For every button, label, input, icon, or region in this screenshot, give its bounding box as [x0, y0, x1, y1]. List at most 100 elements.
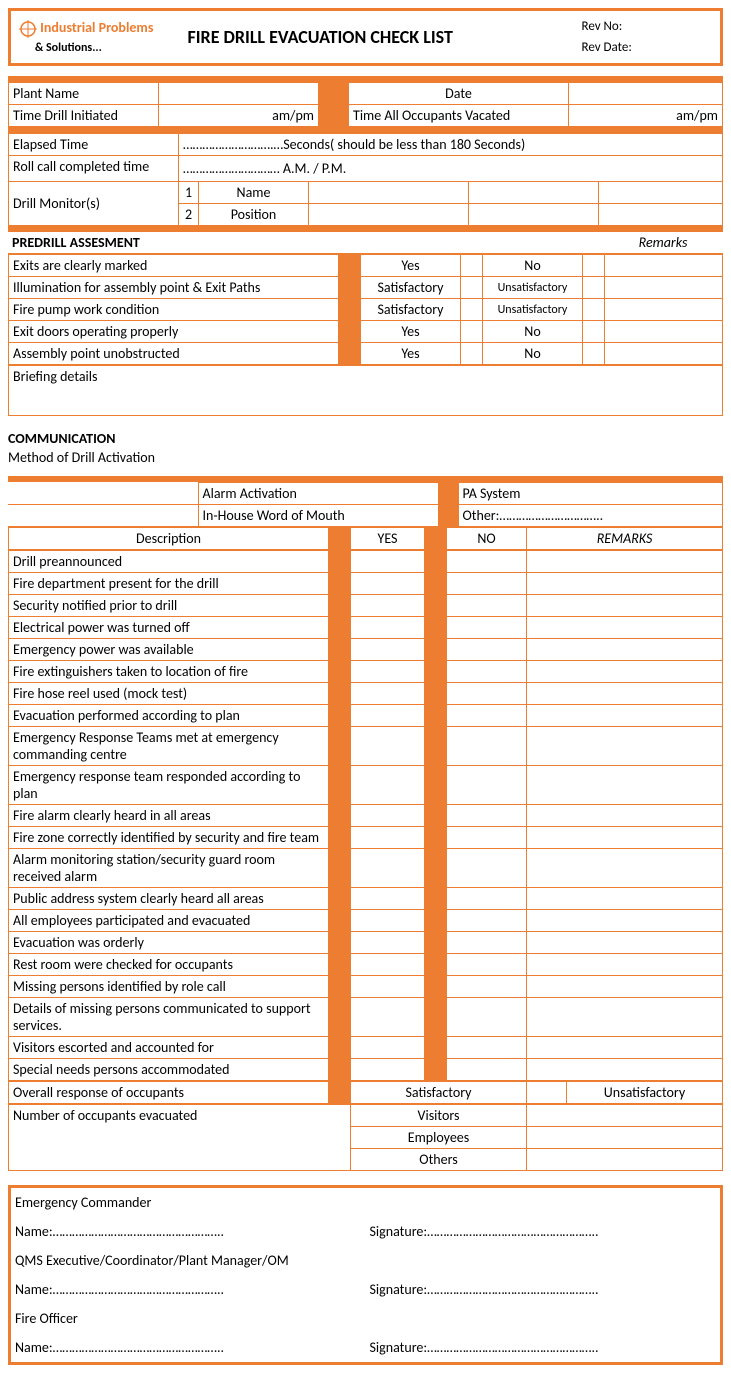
rollcall-label: Roll call completed time — [9, 156, 179, 182]
comm-no-cell[interactable] — [447, 998, 527, 1037]
comm-remarks-cell[interactable] — [527, 617, 723, 639]
predrill-opt1: Yes — [361, 255, 461, 277]
comm-yes-cell[interactable] — [351, 727, 425, 766]
comm-yes-cell[interactable] — [351, 1059, 425, 1081]
comm-remarks-cell[interactable] — [527, 661, 723, 683]
predrill-check-1[interactable] — [461, 255, 483, 277]
comm-yes-cell[interactable] — [351, 888, 425, 910]
evac-count-cell[interactable] — [527, 1149, 723, 1171]
comm-yes-cell[interactable] — [351, 617, 425, 639]
comm-remarks-cell[interactable] — [527, 766, 723, 805]
comm-yes-cell[interactable] — [351, 827, 425, 849]
predrill-check-2[interactable] — [583, 277, 605, 299]
comm-no-cell[interactable] — [447, 1037, 527, 1059]
comm-remarks-cell[interactable] — [527, 705, 723, 727]
comm-remarks-cell[interactable] — [527, 1037, 723, 1059]
signature-box: Emergency Commander Name:………………………………………… — [8, 1185, 723, 1365]
signature-line-3[interactable]: Signature:…………………………………………….. — [366, 1333, 722, 1364]
predrill-remarks[interactable] — [605, 321, 723, 343]
evac-count-cell[interactable] — [527, 1127, 723, 1149]
comm-yes-cell[interactable] — [351, 998, 425, 1037]
comm-yes-cell[interactable] — [351, 705, 425, 727]
predrill-remarks[interactable] — [605, 299, 723, 321]
comm-yes-cell[interactable] — [351, 1037, 425, 1059]
predrill-check-1[interactable] — [461, 277, 483, 299]
comm-yes-cell[interactable] — [351, 551, 425, 573]
monitor-cell-1c[interactable] — [599, 182, 723, 204]
comm-yes-cell[interactable] — [351, 661, 425, 683]
comm-no-cell[interactable] — [447, 661, 527, 683]
plant-name-field[interactable] — [159, 83, 319, 105]
comm-remarks-cell[interactable] — [527, 639, 723, 661]
signature-line-1[interactable]: Signature:…………………………………………….. — [366, 1217, 722, 1246]
date-field[interactable] — [569, 83, 723, 105]
name-line-1[interactable]: Name:…………………………………………….. — [10, 1217, 366, 1246]
predrill-check-2[interactable] — [583, 321, 605, 343]
predrill-check-1[interactable] — [461, 321, 483, 343]
comm-remarks-cell[interactable] — [527, 849, 723, 888]
comm-remarks-cell[interactable] — [527, 573, 723, 595]
comm-no-cell[interactable] — [447, 910, 527, 932]
comm-yes-cell[interactable] — [351, 849, 425, 888]
monitor-pos-1[interactable] — [309, 204, 469, 226]
comm-no-cell[interactable] — [447, 727, 527, 766]
comm-no-cell[interactable] — [447, 1059, 527, 1081]
comm-remarks-cell[interactable] — [527, 827, 723, 849]
comm-no-cell[interactable] — [447, 639, 527, 661]
comm-no-cell[interactable] — [447, 976, 527, 998]
predrill-check-1[interactable] — [461, 299, 483, 321]
comm-no-cell[interactable] — [447, 849, 527, 888]
comm-remarks-cell[interactable] — [527, 805, 723, 827]
comm-yes-cell[interactable] — [351, 954, 425, 976]
comm-no-cell[interactable] — [447, 805, 527, 827]
monitor-cell-1b[interactable] — [469, 182, 599, 204]
comm-no-cell[interactable] — [447, 617, 527, 639]
comm-yes-cell[interactable] — [351, 683, 425, 705]
comm-remarks-cell[interactable] — [527, 683, 723, 705]
comm-no-cell[interactable] — [447, 595, 527, 617]
comm-remarks-cell[interactable] — [527, 998, 723, 1037]
comm-yes-cell[interactable] — [351, 766, 425, 805]
predrill-check-2[interactable] — [583, 343, 605, 365]
comm-yes-cell[interactable] — [351, 910, 425, 932]
comm-no-cell[interactable] — [447, 954, 527, 976]
comm-no-cell[interactable] — [447, 683, 527, 705]
predrill-remarks[interactable] — [605, 255, 723, 277]
comm-remarks-cell[interactable] — [527, 727, 723, 766]
signature-line-2[interactable]: Signature:…………………………………………….. — [366, 1275, 722, 1304]
comm-yes-cell[interactable] — [351, 573, 425, 595]
comm-row-label: Evacuation performed according to plan — [9, 705, 329, 727]
comm-no-cell[interactable] — [447, 766, 527, 805]
monitor-cell-2b[interactable] — [469, 204, 599, 226]
predrill-remarks[interactable] — [605, 343, 723, 365]
evac-count-cell[interactable] — [527, 1105, 723, 1127]
comm-yes-cell[interactable] — [351, 595, 425, 617]
comm-no-cell[interactable] — [447, 888, 527, 910]
comm-remarks-cell[interactable] — [527, 551, 723, 573]
comm-remarks-cell[interactable] — [527, 932, 723, 954]
comm-remarks-cell[interactable] — [527, 954, 723, 976]
monitor-name-1[interactable] — [309, 182, 469, 204]
comm-no-cell[interactable] — [447, 827, 527, 849]
comm-row-label: Fire hose reel used (mock test) — [9, 683, 329, 705]
name-line-3[interactable]: Name:…………………………………………….. — [10, 1333, 366, 1364]
comm-yes-cell[interactable] — [351, 805, 425, 827]
comm-remarks-cell[interactable] — [527, 1059, 723, 1081]
comm-remarks-cell[interactable] — [527, 976, 723, 998]
comm-yes-cell[interactable] — [351, 932, 425, 954]
predrill-remarks[interactable] — [605, 277, 723, 299]
comm-yes-cell[interactable] — [351, 976, 425, 998]
comm-no-cell[interactable] — [447, 932, 527, 954]
comm-no-cell[interactable] — [447, 705, 527, 727]
comm-remarks-cell[interactable] — [527, 910, 723, 932]
predrill-check-2[interactable] — [583, 299, 605, 321]
comm-no-cell[interactable] — [447, 573, 527, 595]
comm-remarks-cell[interactable] — [527, 888, 723, 910]
monitor-cell-2c[interactable] — [599, 204, 723, 226]
predrill-check-1[interactable] — [461, 343, 483, 365]
comm-yes-cell[interactable] — [351, 639, 425, 661]
comm-no-cell[interactable] — [447, 551, 527, 573]
comm-remarks-cell[interactable] — [527, 595, 723, 617]
predrill-check-2[interactable] — [583, 255, 605, 277]
name-line-2[interactable]: Name:…………………………………………….. — [10, 1275, 366, 1304]
